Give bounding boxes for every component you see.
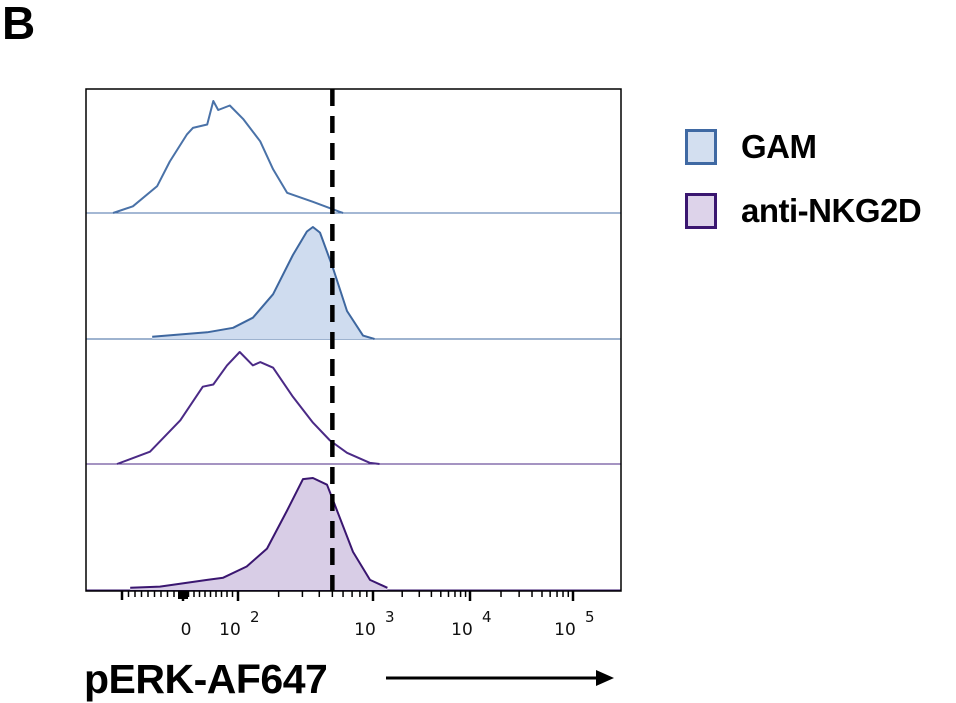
histogram-3 bbox=[86, 351, 621, 465]
tick-label-exponent: 2 bbox=[250, 608, 260, 626]
histogram-lanes bbox=[86, 100, 621, 591]
tick-label: 10 bbox=[451, 620, 473, 640]
legend-entry-anti-nkg2d: anti-NKG2D bbox=[685, 192, 922, 230]
x-axis-arrow bbox=[386, 670, 614, 686]
legend-entry-gam: GAM bbox=[685, 128, 817, 166]
tick-label-exponent: 3 bbox=[385, 608, 395, 626]
legend-label-anti-nkg2d: anti-NKG2D bbox=[741, 192, 922, 229]
tick-label-exponent: 4 bbox=[482, 608, 492, 626]
histogram-fill bbox=[152, 227, 375, 339]
tick-label-exponent: 5 bbox=[585, 608, 595, 626]
tick-label: 10 bbox=[354, 620, 376, 640]
tick-label: 10 bbox=[554, 620, 576, 640]
histogram-curve bbox=[112, 100, 344, 214]
x-axis-ticks bbox=[120, 591, 575, 601]
x-axis-label: pERK-AF647 bbox=[84, 656, 328, 702]
x-axis-tick-labels: 0 10 2 10 3 10 4 10 5 bbox=[181, 608, 595, 640]
histogram-2 bbox=[86, 226, 621, 340]
histogram-1 bbox=[86, 100, 621, 214]
plot-frame bbox=[85, 88, 622, 592]
legend-label-gam: GAM bbox=[741, 128, 817, 165]
panel-label: B bbox=[2, 0, 36, 49]
histogram-4 bbox=[86, 477, 621, 591]
histogram-curve bbox=[116, 351, 380, 465]
tick-label: 0 bbox=[181, 620, 192, 640]
histogram-curve bbox=[130, 477, 388, 589]
tick-label: 10 bbox=[219, 620, 241, 640]
histogram-curve bbox=[152, 226, 375, 340]
legend-swatch-gam bbox=[685, 129, 717, 165]
histogram-fill bbox=[130, 478, 388, 590]
legend-swatch-anti-nkg2d bbox=[685, 193, 717, 229]
